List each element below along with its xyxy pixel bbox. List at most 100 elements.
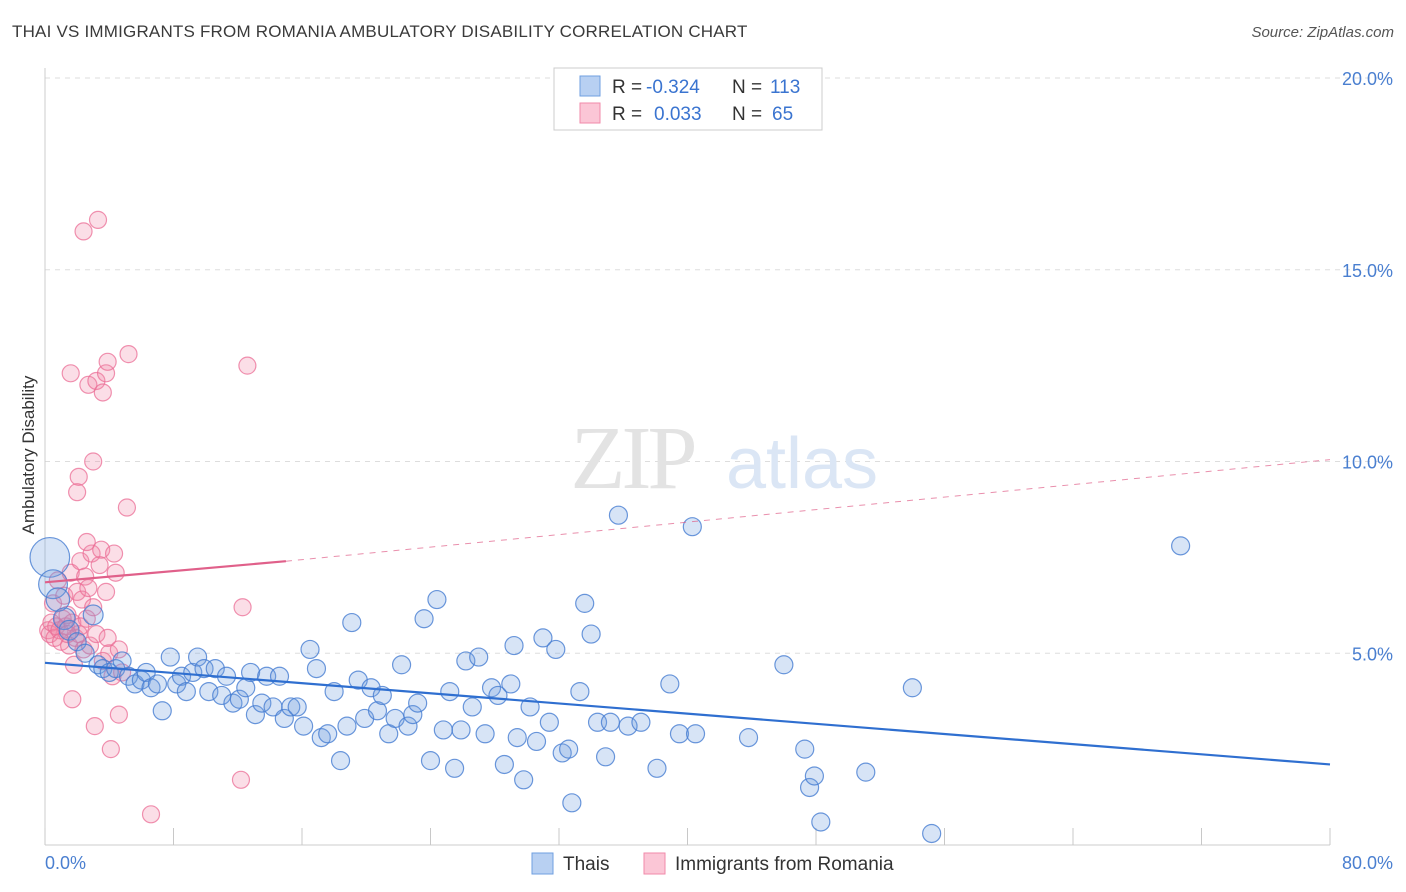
bottom-legend-swatch-romania	[643, 852, 666, 875]
data-point-thais	[245, 705, 266, 725]
data-point-romania	[119, 345, 138, 364]
watermark-zip: ZIP	[571, 409, 695, 508]
data-point-romania	[109, 640, 128, 659]
data-point-thais	[160, 647, 180, 667]
legend-r-label-romania: R =	[612, 104, 642, 125]
series-romania-points	[39, 210, 257, 824]
data-point-thais	[403, 705, 423, 725]
data-point-thais	[414, 609, 434, 629]
data-point-thais	[685, 724, 706, 744]
data-point-thais	[581, 624, 601, 644]
data-point-thais	[682, 517, 702, 537]
tick-labels: 5.0% 10.0% 15.0% 20.0% 0.0% 80.0%	[45, 69, 1393, 873]
data-point-thais	[52, 607, 76, 631]
legend-r-value-thais: -0.324	[646, 77, 700, 98]
x-tick-label: 80.0%	[1342, 853, 1393, 873]
data-point-thais	[608, 505, 629, 525]
data-point-thais	[600, 712, 621, 732]
data-point-romania	[76, 567, 95, 586]
data-point-thais	[38, 569, 69, 600]
data-point-romania	[77, 532, 96, 552]
data-point-thais	[187, 647, 208, 667]
data-point-thais	[539, 712, 559, 732]
data-point-romania	[88, 210, 108, 229]
watermark: ZIP atlas	[571, 409, 879, 508]
data-point-thais	[660, 674, 680, 694]
data-point-thais	[342, 612, 362, 633]
data-point-thais	[171, 666, 192, 686]
data-point-thais	[856, 762, 876, 782]
data-point-thais	[82, 604, 104, 626]
bottom-legend-label-thais: Thais	[563, 854, 609, 875]
data-point-romania	[96, 582, 116, 601]
legend-n-label-romania: N =	[732, 104, 762, 125]
data-point-thais	[29, 536, 71, 578]
data-point-romania	[90, 555, 109, 575]
y-tick-label: 15.0%	[1342, 261, 1393, 281]
data-point-thais	[595, 747, 616, 767]
data-point-romania	[68, 483, 87, 502]
data-point-thais	[274, 708, 294, 729]
data-point-thais	[902, 678, 922, 698]
data-point-romania	[106, 563, 125, 582]
data-point-romania	[101, 740, 120, 759]
data-point-romania	[87, 371, 106, 391]
data-point-thais	[444, 758, 465, 778]
data-point-thais	[194, 658, 214, 679]
data-point-romania	[141, 805, 161, 824]
data-point-thais	[408, 693, 428, 713]
x-tick-label: 0.0%	[45, 853, 86, 873]
trend-line-romania	[44, 560, 287, 584]
bottom-legend-swatch-thais	[531, 852, 554, 875]
data-point-thais	[75, 643, 95, 663]
legend-r-label-thais: R =	[612, 77, 642, 98]
data-point-thais	[367, 701, 388, 721]
data-point-thais	[922, 823, 942, 844]
data-point-romania	[238, 356, 257, 375]
data-point-thais	[575, 593, 595, 613]
data-point-romania	[84, 598, 103, 617]
data-point-thais	[799, 777, 820, 798]
data-point-romania	[84, 452, 103, 471]
data-point-thais	[58, 619, 80, 641]
data-point-thais	[501, 674, 521, 694]
data-point-thais	[631, 712, 651, 732]
data-point-romania	[63, 690, 82, 709]
data-point-thais	[804, 766, 824, 786]
chart-title: THAI VS IMMIGRANTS FROM ROMANIA AMBULATO…	[12, 22, 748, 41]
data-point-romania	[74, 222, 93, 241]
axes	[44, 68, 1331, 846]
data-point-thais	[451, 720, 471, 740]
series-thais-points	[29, 505, 1191, 844]
data-point-thais	[67, 632, 87, 652]
data-point-romania	[231, 770, 251, 789]
data-point-romania	[98, 352, 117, 371]
data-point-thais	[559, 739, 579, 759]
data-point-thais	[337, 716, 357, 736]
legend-swatch-thais	[579, 75, 601, 97]
data-point-thais	[45, 587, 71, 612]
data-point-romania	[96, 364, 116, 383]
data-point-thais	[391, 655, 412, 675]
data-point-romania	[104, 544, 124, 563]
data-point-thais	[456, 651, 476, 671]
data-point-thais	[481, 678, 502, 698]
data-point-romania	[109, 705, 128, 724]
data-point-thais	[738, 728, 759, 748]
data-point-thais	[398, 716, 418, 736]
data-point-thais	[570, 681, 590, 702]
data-point-thais	[514, 770, 534, 790]
data-point-thais	[147, 674, 168, 694]
grid-lines	[45, 77, 1393, 654]
data-point-thais	[504, 635, 524, 656]
data-point-romania	[69, 467, 88, 486]
data-point-romania	[93, 383, 112, 402]
data-point-thais	[318, 724, 338, 744]
data-point-thais	[533, 628, 553, 648]
bottom-legend-label-romania: Immigrants from Romania	[675, 854, 894, 875]
data-point-romania	[98, 628, 117, 648]
data-point-romania	[233, 598, 252, 617]
correlation-legend: R = -0.324 N = 113 R = 0.033 N = 65	[553, 67, 823, 131]
data-point-romania	[85, 717, 104, 736]
